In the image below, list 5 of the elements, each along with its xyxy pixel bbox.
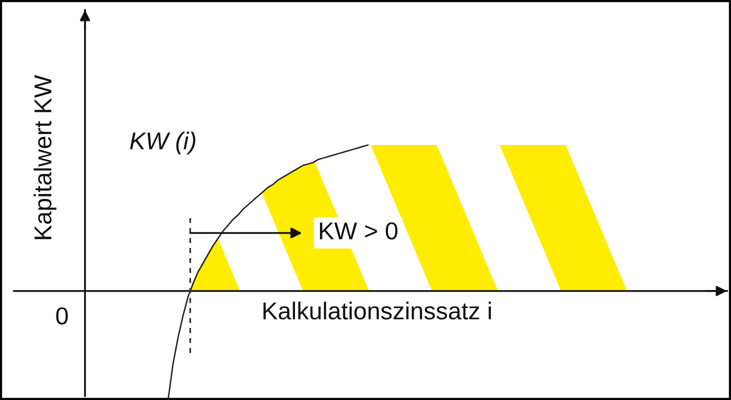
- annotation: KW > 0: [320, 222, 398, 240]
- x-axis-title: Kalkulationszinssatz i: [263, 302, 491, 320]
- text: KW (i): [130, 132, 196, 154]
- y-axis-title: Kapitalwert KW: [34, 75, 56, 240]
- text: 0: [56, 307, 68, 325]
